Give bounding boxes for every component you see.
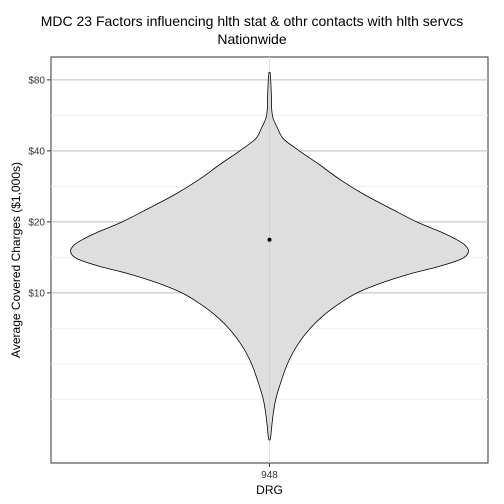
- chart-marks: [70, 72, 469, 441]
- y-tick-label: $10: [28, 288, 45, 299]
- chart-title: MDC 23 Factors influencing hlth stat & o…: [40, 13, 464, 29]
- chart-subtitle: Nationwide: [217, 31, 287, 47]
- x-tick-label: 948: [261, 470, 278, 481]
- y-tick-label: $40: [28, 146, 45, 157]
- y-tick-label: $80: [28, 75, 45, 86]
- y-tick-label: $20: [28, 217, 45, 228]
- y-axis-label: Average Covered Charges ($1,000s): [9, 162, 23, 358]
- x-axis-label: DRG: [256, 483, 283, 497]
- axes: $10 $20 $40 $80 948: [28, 75, 278, 481]
- median-point: [267, 237, 272, 242]
